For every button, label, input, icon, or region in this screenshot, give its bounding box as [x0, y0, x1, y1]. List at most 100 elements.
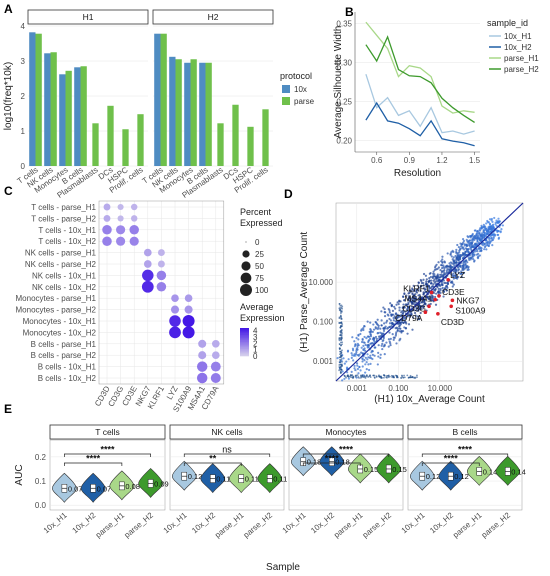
d-point [394, 320, 397, 323]
d-point [459, 245, 463, 248]
d-point [428, 277, 431, 280]
d-point [354, 343, 357, 346]
d-point [399, 337, 402, 341]
c-dot [182, 326, 195, 339]
d-point [365, 361, 368, 364]
e-ytick-label: 0.1 [35, 477, 47, 486]
c-colorbar-step [240, 349, 249, 351]
d-point [420, 307, 423, 311]
d-point [354, 352, 358, 356]
c-dot [117, 215, 124, 222]
d-point [483, 243, 486, 246]
d-point [454, 261, 457, 264]
d-point [427, 298, 431, 301]
d-point [353, 367, 356, 370]
c-colorbar-step [240, 336, 249, 339]
d-gene-point [450, 298, 455, 303]
d-point [409, 297, 413, 300]
d-point [385, 319, 389, 322]
d-point [374, 335, 378, 339]
d-point [403, 292, 406, 295]
c-size-legend-title: Expressed [240, 218, 283, 228]
d-point [452, 256, 455, 259]
d-point [476, 230, 480, 233]
e-median-label: 0.18 [307, 458, 322, 467]
a-bar-parse [205, 62, 212, 166]
d-point [372, 328, 376, 331]
c-dot [141, 280, 154, 293]
d-point [446, 282, 450, 286]
d-point [488, 223, 492, 226]
d-point [487, 228, 490, 232]
d-point [391, 333, 394, 336]
d-point [338, 339, 341, 342]
d-point [432, 270, 435, 273]
d-point [355, 374, 357, 377]
d-point [455, 252, 458, 255]
e-sig-bracket [64, 453, 151, 457]
d-point [340, 339, 343, 341]
d-point [391, 309, 395, 312]
d-point [356, 367, 360, 371]
d-gene-point [437, 294, 441, 298]
d-point [455, 248, 458, 251]
d-point [422, 272, 426, 276]
e-ytick-label: 0.0 [35, 501, 47, 510]
d-point [369, 376, 372, 379]
b-ytick-label: 0.20 [336, 136, 352, 145]
d-point [407, 323, 411, 326]
d-point [381, 347, 384, 351]
e-xtick-label: 10x_H1 [400, 510, 427, 535]
d-point [485, 232, 488, 235]
a-bar-parse [137, 114, 144, 166]
c-dot [184, 305, 193, 314]
d-point [457, 275, 460, 279]
d-gene-label: LYZ [450, 270, 465, 280]
d-point [461, 264, 465, 267]
d-point [494, 223, 497, 226]
d-point [375, 375, 378, 378]
c-dot [102, 236, 112, 246]
d-point [402, 376, 404, 379]
a-bar-10x [29, 32, 36, 166]
a-bar-10x [184, 62, 191, 166]
d-point [358, 365, 361, 369]
a-legend-title: protocol [280, 71, 312, 81]
d-point [374, 327, 378, 330]
c-colorbar-step [240, 343, 249, 346]
d-point [361, 352, 364, 355]
c-colorbar-step [240, 347, 249, 350]
d-point [392, 376, 395, 378]
d-point [382, 329, 386, 332]
a-bar-parse [232, 104, 239, 166]
d-point [396, 327, 399, 330]
e-median-label: 0.12 [426, 472, 441, 481]
b-line-10x_H1 [365, 74, 475, 135]
e-median-label: 0.11 [273, 475, 287, 484]
d-point [443, 273, 446, 276]
c-row-label: NK cells - parse_H1 [25, 249, 97, 258]
e-median-label: 0.07 [68, 484, 83, 493]
d-point [338, 322, 341, 324]
d-point [430, 285, 434, 288]
b-ytick-label: 0.35 [336, 20, 352, 29]
e-sig-label: **** [100, 445, 115, 455]
d-point [338, 303, 341, 305]
d-point [340, 315, 342, 318]
d-point [437, 290, 440, 294]
e-xtick-label: parse_H1 [94, 510, 127, 540]
d-point [339, 310, 342, 313]
d-point [357, 344, 360, 347]
d-point [379, 327, 382, 330]
d-point [442, 264, 445, 267]
d-point [393, 305, 396, 308]
d-point [439, 269, 442, 272]
d-point [375, 322, 379, 325]
d-point [451, 281, 454, 285]
d-point [462, 239, 466, 243]
d-point [394, 307, 397, 310]
d-point [433, 268, 437, 272]
a-facet-label: H1 [83, 12, 94, 22]
d-point [437, 266, 440, 269]
